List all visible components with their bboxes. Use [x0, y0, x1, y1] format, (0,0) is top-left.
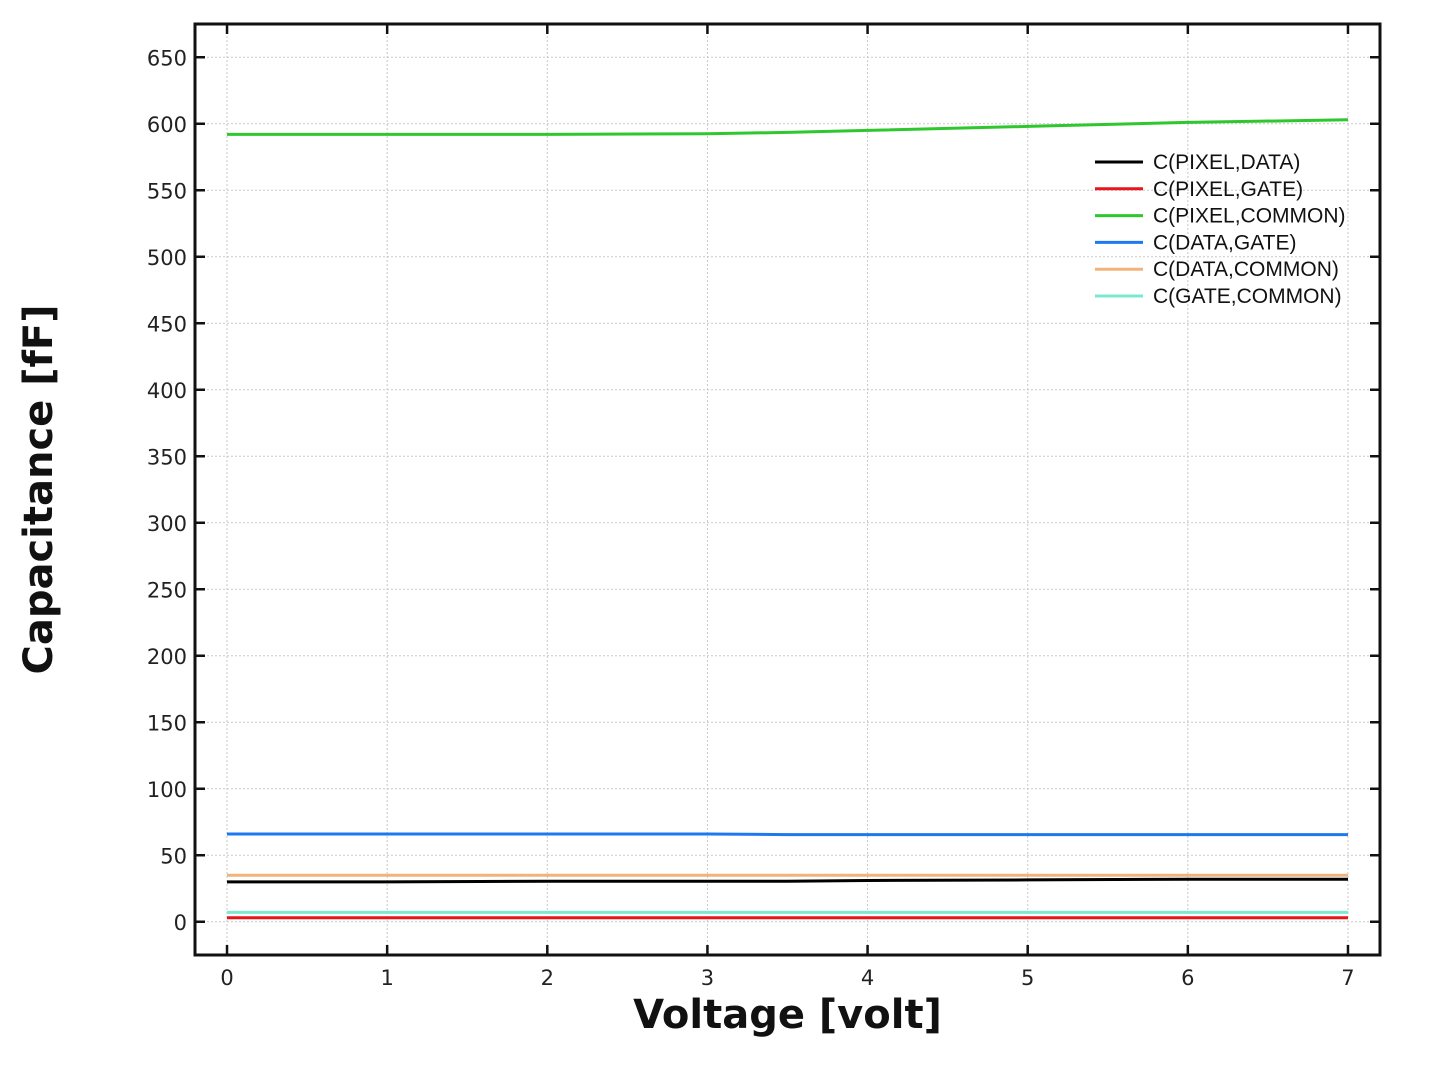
- y-tick-label: 350: [147, 445, 187, 469]
- x-tick-label: 3: [701, 966, 714, 990]
- y-axis-title: Capacitance [fF]: [16, 304, 62, 674]
- legend: C(PIXEL,DATA) C(PIXEL,GATE) C(PIXEL,COMMON…: [1095, 151, 1346, 308]
- y-tick-label: 300: [147, 512, 187, 536]
- legend-label: C(DATA,GATE): [1153, 231, 1297, 254]
- y-tick-label: 450: [147, 312, 187, 336]
- grid-lines: [195, 24, 1380, 955]
- y-tick-label: 150: [147, 711, 187, 735]
- legend-label: C(DATA,COMMON): [1153, 258, 1339, 281]
- x-axis-title: Voltage [volt]: [633, 992, 942, 1038]
- y-tick-label: 250: [147, 578, 187, 602]
- series-line: [227, 877, 1348, 884]
- y-tick-label: 200: [147, 645, 187, 669]
- y-tick-label: 100: [147, 778, 187, 802]
- plot-frame: [193, 22, 1382, 957]
- series-line: [227, 832, 1348, 837]
- y-tick-label: 600: [147, 113, 187, 137]
- axis-ticks: 0 1 2 3 4 5 6 7 0 50 100 150 200 250 300 350 400 450 500 55…: [147, 24, 1380, 990]
- legend-label: C(PIXEL,GATE): [1153, 178, 1303, 201]
- series-lines: [227, 118, 1349, 920]
- x-tick-label: 4: [861, 966, 874, 990]
- x-tick-label: 0: [220, 966, 233, 990]
- x-tick-label: 1: [380, 966, 393, 990]
- x-tick-label: 6: [1181, 966, 1194, 990]
- x-tick-label: 5: [1021, 966, 1034, 990]
- y-tick-label: 650: [147, 46, 187, 70]
- y-tick-label: 500: [147, 246, 187, 270]
- x-tick-label: 2: [541, 966, 554, 990]
- legend-label: C(PIXEL,DATA): [1153, 151, 1300, 174]
- legend-label: C(GATE,COMMON): [1153, 285, 1342, 308]
- legend-label: C(PIXEL,COMMON): [1153, 205, 1346, 228]
- y-tick-label: 400: [147, 379, 187, 403]
- series-line: [227, 118, 1349, 136]
- y-tick-label: 50: [160, 844, 187, 868]
- y-tick-label: 0: [174, 911, 187, 935]
- y-tick-label: 550: [147, 179, 187, 203]
- x-tick-label: 7: [1341, 966, 1354, 990]
